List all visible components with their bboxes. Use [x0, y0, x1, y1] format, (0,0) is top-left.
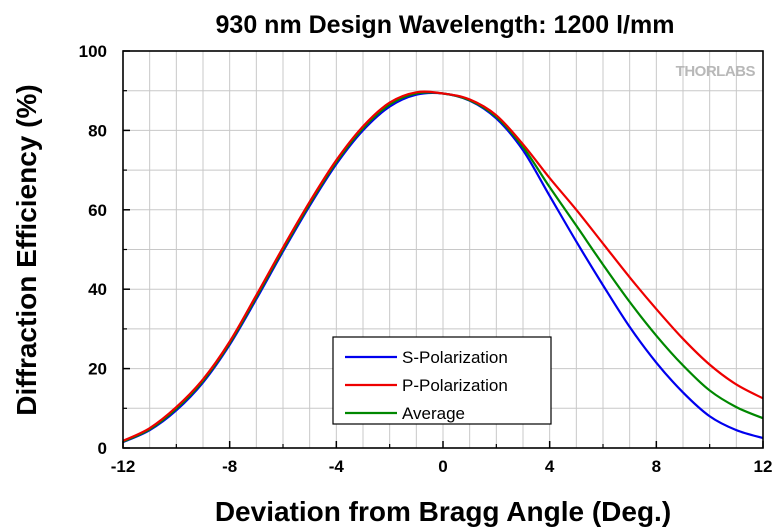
y-axis-label: Diffraction Efficiency (%): [11, 84, 42, 415]
legend-label-s-polarization: S-Polarization: [402, 348, 508, 367]
series-lines: [122, 90, 764, 444]
y-tick-label: 80: [88, 121, 107, 140]
x-tick-label: 12: [754, 457, 773, 476]
legend-label-p-polarization: P-Polarization: [402, 376, 508, 395]
axis-ticks: -12 -8 -4 0 4 8 12 0 20 40 60 80 100: [79, 42, 773, 476]
y-tick-label: 0: [98, 439, 107, 458]
thorlabs-logo: THORLABS: [676, 63, 756, 80]
y-tick-label: 60: [88, 201, 107, 220]
x-axis-label: Deviation from Bragg Angle (Deg.): [215, 496, 671, 527]
x-tick-label: 0: [438, 457, 447, 476]
legend-label-average: Average: [402, 404, 465, 423]
x-tick-label: 4: [545, 457, 555, 476]
legend: S-Polarization P-Polarization Average: [332, 336, 552, 425]
y-tick-label: 20: [88, 360, 107, 379]
x-tick-label: -4: [329, 457, 345, 476]
y-tick-label: 40: [88, 280, 107, 299]
series-line-p-polarization: [122, 90, 764, 442]
x-tick-label: -12: [111, 457, 136, 476]
x-tick-label: -8: [222, 457, 237, 476]
x-tick-label: 8: [652, 457, 661, 476]
chart-title: 930 nm Design Wavelength: 1200 l/mm: [216, 11, 675, 39]
y-tick-label: 100: [79, 42, 107, 61]
legend-box: [332, 336, 552, 425]
